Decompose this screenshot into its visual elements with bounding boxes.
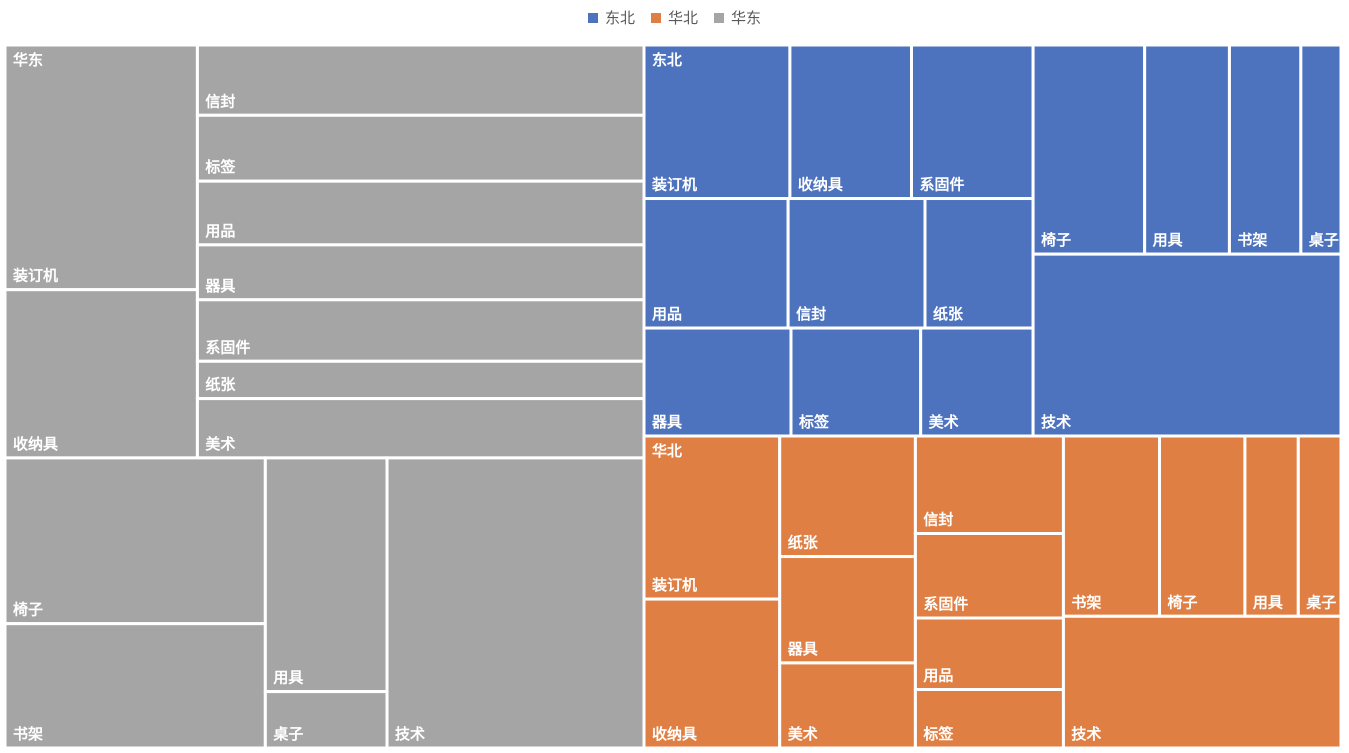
treemap-tile-label: 装订机 xyxy=(12,267,58,285)
treemap-tile-label: 椅子 xyxy=(13,601,43,619)
treemap-tile-label: 用具 xyxy=(1253,593,1283,611)
legend-label: 华东 xyxy=(731,9,762,27)
legend-item-huadong[interactable]: 华东 xyxy=(714,7,761,28)
treemap-tile-label: 桌子 xyxy=(1308,231,1339,249)
legend-item-huabei[interactable]: 华北 xyxy=(650,7,698,28)
treemap-tile-item-4[interactable] xyxy=(786,197,927,330)
treemap-tile-item-2[interactable] xyxy=(909,43,1035,201)
treemap-tile-label: 技术 xyxy=(1041,413,1071,431)
treemap-tile-label: 美术 xyxy=(788,725,818,743)
treemap-tile-label: 用品 xyxy=(923,667,953,685)
treemap-tile-label: 器具 xyxy=(787,640,818,658)
treemap-tile-item-12[interactable] xyxy=(1296,434,1343,618)
treemap-tile-label: 用品 xyxy=(205,222,235,240)
treemap-region-label: 东北 xyxy=(652,51,682,69)
treemap-tile-label: 收纳具 xyxy=(798,176,843,194)
treemap-tile-label: 书架 xyxy=(13,725,43,743)
legend: 东北 华北 华东 xyxy=(0,7,1349,28)
treemap-tile-label: 纸张 xyxy=(205,376,236,394)
treemap-tile-item-9[interactable] xyxy=(1061,434,1162,618)
treemap-tile-item-3[interactable] xyxy=(3,288,199,460)
treemap-tile-item-2[interactable] xyxy=(195,113,646,183)
treemap-tile-label: 纸张 xyxy=(788,534,819,552)
treemap-tile-item-8[interactable] xyxy=(913,688,1065,750)
treemap-tile-label: 信封 xyxy=(796,305,826,323)
treemap-tile-label: 系固件 xyxy=(919,176,964,194)
treemap-tile-label: 美术 xyxy=(205,435,235,453)
treemap-tile-label: 收纳具 xyxy=(652,725,697,743)
treemap-tile-label: 椅子 xyxy=(1168,593,1198,611)
treemap-tile-label: 书架 xyxy=(1237,231,1267,249)
treemap-region-label: 华东 xyxy=(13,51,43,69)
treemap-tile-label: 用具 xyxy=(1153,231,1183,249)
treemap-tile-item-8[interactable] xyxy=(195,397,646,460)
treemap-tile-label: 标签 xyxy=(204,158,236,176)
treemap-tile-item-3[interactable] xyxy=(642,197,790,330)
treemap-tile-item-8[interactable] xyxy=(919,326,1035,438)
treemap-tile-item-0[interactable] xyxy=(3,43,199,292)
treemap-tile-label: 器具 xyxy=(204,277,235,295)
treemap-tile-item-11[interactable] xyxy=(1227,43,1303,256)
treemap-tile-label: 系固件 xyxy=(205,338,250,356)
treemap-tile-label: 书架 xyxy=(1071,593,1101,611)
treemap-tile-label: 系固件 xyxy=(923,595,968,613)
treemap-tile-item-4[interactable] xyxy=(195,179,646,247)
treemap-tile-label: 桌子 xyxy=(272,725,303,743)
treemap-tile-item-0[interactable] xyxy=(642,434,782,601)
treemap-tile-item-7[interactable] xyxy=(913,616,1065,691)
treemap-tile-item-3[interactable] xyxy=(778,555,917,665)
treemap-tile-item-5[interactable] xyxy=(642,597,782,750)
treemap-tile-label: 收纳具 xyxy=(13,435,58,453)
legend-swatch xyxy=(587,12,598,23)
treemap-tile-label: 椅子 xyxy=(1041,231,1071,249)
treemap-tile-label: 技术 xyxy=(1071,725,1101,743)
treemap-tile-label: 美术 xyxy=(929,413,959,431)
treemap-tile-label: 信封 xyxy=(923,511,953,529)
treemap-tile-label: 纸张 xyxy=(933,305,964,323)
treemap-tile-item-1[interactable] xyxy=(195,43,646,117)
treemap-tile-label: 装订机 xyxy=(651,576,697,594)
treemap-tile-item-6[interactable] xyxy=(778,661,917,750)
treemap-tile-item-12[interactable] xyxy=(1299,43,1343,256)
treemap-tile-label: 装订机 xyxy=(651,176,697,194)
treemap-region-label: 华北 xyxy=(652,442,682,460)
treemap-tile-label: 标签 xyxy=(922,725,954,743)
treemap-tile-label: 标签 xyxy=(798,413,830,431)
treemap-tile-item-10[interactable] xyxy=(1158,434,1247,618)
treemap-tile-item-12[interactable] xyxy=(263,690,389,750)
treemap-tile-label: 技术 xyxy=(395,725,425,743)
treemap-tile-label: 用具 xyxy=(273,669,303,687)
legend-item-dongbei[interactable]: 东北 xyxy=(587,7,635,28)
treemap-tile-item-11[interactable] xyxy=(1243,434,1300,618)
treemap-tile-item-6[interactable] xyxy=(642,326,793,438)
treemap-tile-item-9[interactable] xyxy=(1031,43,1147,256)
treemap-tile-item-10[interactable] xyxy=(3,622,267,750)
legend-label: 华北 xyxy=(667,9,698,27)
treemap-tile-label: 器具 xyxy=(651,413,682,431)
treemap-tile-item-1[interactable] xyxy=(778,434,917,559)
treemap-tile-item-6[interactable] xyxy=(195,298,646,363)
legend-swatch xyxy=(714,12,724,23)
treemap-tile-item-5[interactable] xyxy=(923,197,1035,330)
treemap-tile-item-13[interactable] xyxy=(1031,252,1343,438)
legend-swatch xyxy=(650,12,661,23)
legend-label: 东北 xyxy=(604,9,635,27)
treemap-tile-item-11[interactable] xyxy=(263,456,389,694)
treemap-tile-item-13[interactable] xyxy=(385,456,646,750)
treemap-tile-label: 用品 xyxy=(652,305,682,323)
treemap-tile-item-9[interactable] xyxy=(3,456,267,626)
treemap-tile-item-7[interactable] xyxy=(195,359,646,401)
treemap-tile-item-13[interactable] xyxy=(1061,614,1343,750)
treemap-tile-item-10[interactable] xyxy=(1143,43,1231,256)
treemap-tile-label: 信封 xyxy=(205,92,235,110)
treemap-tile-label: 桌子 xyxy=(1305,593,1336,611)
treemap-tile-item-5[interactable] xyxy=(195,243,646,302)
